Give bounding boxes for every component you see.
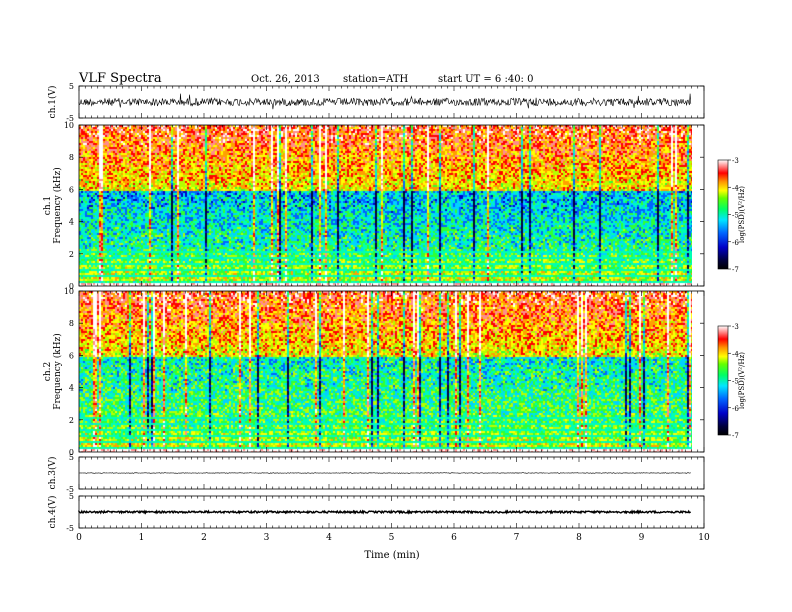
y-axis-channel-label: ch.1 (43, 196, 53, 215)
y-tick-label: 0 (69, 282, 74, 291)
y-tick-label: 2 (69, 416, 74, 425)
start-time-label: start UT = 6 :40: 0 (438, 74, 534, 85)
ch3-waveform-trace (79, 472, 691, 474)
y-tick-label: -5 (66, 524, 74, 533)
y-tick-label: 10 (64, 287, 74, 296)
y-axis-label: Frequency (kHz) (52, 333, 63, 410)
colorbar-tick-label: -3 (732, 323, 739, 331)
x-tick-label: 6 (451, 533, 457, 543)
y-axis-label: ch.1(V) (47, 86, 58, 119)
ch1-spectrogram-colorbar (717, 159, 729, 270)
x-tick-label: 9 (639, 533, 645, 543)
y-tick-label: 0 (69, 448, 74, 457)
y-tick-label: 2 (69, 250, 74, 259)
station-label: station=ATH (343, 74, 409, 85)
ch4-waveform-trace (78, 509, 691, 515)
panel-ch3-waveform: ch.3(V) 5 -5 (47, 453, 705, 494)
y-tick-label: 5 (69, 82, 74, 91)
colorbar-tick-label: -6 (732, 405, 739, 413)
x-axis-label: Time (min) (364, 550, 419, 561)
colorbar-tick-label: -7 (732, 432, 739, 440)
y-axis-label: Frequency (kHz) (52, 167, 63, 244)
colorbar-label: log(PSD)(V²/Hz) (738, 352, 746, 409)
date-label: Oct. 26, 2013 (251, 74, 320, 85)
y-tick-label: 5 (69, 492, 74, 501)
ch1-spectrogram-image (79, 125, 692, 286)
y-tick-label: 6 (69, 351, 74, 360)
x-tick-label: 0 (76, 533, 82, 543)
ch1-waveform-trace (78, 93, 692, 110)
y-tick-label: -5 (66, 114, 74, 123)
colorbar-tick-label: -4 (732, 350, 739, 358)
y-tick-label: 5 (69, 453, 74, 462)
y-axis-label: ch.4(V) (47, 496, 58, 529)
x-tick-label: 8 (576, 533, 582, 543)
y-tick-label: 8 (69, 319, 74, 328)
y-tick-label: 4 (69, 384, 74, 393)
x-tick-label: 3 (264, 533, 270, 543)
colorbar-tick-label: -4 (732, 184, 739, 192)
colorbar-tick-label: -3 (732, 157, 739, 165)
y-tick-label: -5 (66, 485, 74, 494)
y-tick-label: 6 (69, 185, 74, 194)
ch2-spectrogram-image (79, 291, 692, 452)
chart-title: VLF Spectra (79, 71, 162, 86)
panel-ch1-waveform: ch.1(V) 5 -5 (47, 82, 705, 123)
x-tick-label: 7 (514, 533, 520, 543)
colorbar-tick-label: -6 (732, 239, 739, 247)
y-axis-label: ch.3(V) (47, 457, 58, 490)
y-tick-label: 10 (64, 121, 74, 130)
x-tick-label: 1 (139, 533, 145, 543)
y-tick-label: 8 (69, 153, 74, 162)
panel-ch2-spectrogram: -3 -4 -5 -6 -7 log(PSD)(V²/Hz) ch.2 Frequency (… (43, 287, 746, 457)
colorbar-tick-label: -5 (732, 378, 739, 386)
x-tick-label: 4 (326, 533, 332, 543)
colorbar-label: log(PSD)(V²/Hz) (738, 186, 746, 243)
colorbar-tick-label: -5 (732, 212, 739, 220)
y-axis-channel-label: ch.2 (43, 362, 53, 381)
panel-ch4-waveform: ch.4(V) 5 -5 (47, 492, 705, 533)
x-tick-label: 2 (201, 533, 207, 543)
x-tick-label: 10 (698, 533, 710, 543)
x-tick-label: 5 (389, 533, 395, 543)
colorbar-tick-label: -7 (732, 266, 739, 274)
y-tick-label: 4 (69, 218, 74, 227)
ch2-spectrogram-colorbar (717, 325, 729, 436)
panel-ch1-spectrogram: -3 -4 -5 -6 -7 log(PSD)(V²/Hz) ch.1 Frequency (… (43, 121, 746, 291)
